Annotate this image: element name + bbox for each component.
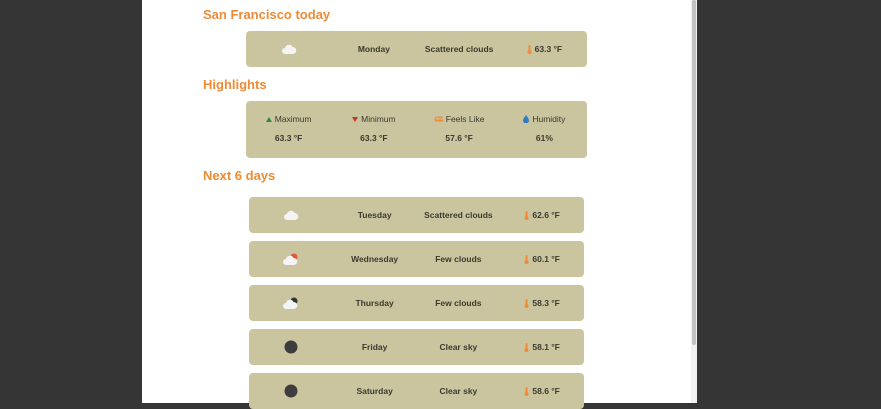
highlights-heading: Highlights <box>203 77 267 92</box>
highlight-humidity: Humidity 61% <box>502 101 587 158</box>
droplet-icon <box>523 115 530 123</box>
forecast-icon <box>249 285 333 321</box>
forecast-temp: 58.6 °F <box>500 373 584 409</box>
thermometer-icon <box>524 298 529 308</box>
thermometer-icon <box>524 342 529 352</box>
forecast-day: Tuesday <box>357 210 392 220</box>
forecast-day: Thursday <box>355 298 394 308</box>
highlight-label: Humidity <box>532 114 566 124</box>
thermometer-icon <box>524 210 529 220</box>
today-weather-icon <box>246 31 331 67</box>
forecast-icon <box>249 241 333 277</box>
page-scrollbar[interactable] <box>691 0 697 403</box>
forecast-day: Friday <box>361 342 388 352</box>
forecast-description: Few clouds <box>435 298 482 308</box>
today-description: Scattered clouds <box>424 44 494 54</box>
triangle-up-icon <box>265 116 272 122</box>
forecast-description: Clear sky <box>439 342 478 352</box>
cloud-sun-icon <box>283 253 298 265</box>
today-temp-value: 63.3 °F <box>534 44 563 54</box>
forecast-temp: 60.1 °F <box>500 241 584 277</box>
weather-page: San Francisco today Monday Scattered clo… <box>142 0 691 409</box>
forecast-heading: Next 6 days <box>203 168 276 183</box>
moon-icon <box>284 340 298 354</box>
forecast-description: Scattered clouds <box>424 210 493 220</box>
forecast-temp: 58.1 °F <box>500 329 584 365</box>
highlight-value: 63.3 °F <box>274 133 303 143</box>
forecast-row: Thursday Few clouds 58.3 °F <box>249 285 584 321</box>
today-heading: San Francisco today <box>203 7 331 22</box>
forecast-description: Few clouds <box>435 254 482 264</box>
thermometer-icon <box>527 44 532 54</box>
highlight-maximum: Maximum 63.3 °F <box>246 101 331 158</box>
forecast-description: Clear sky <box>439 386 478 396</box>
forecast-temp: 62.6 °F <box>500 197 584 233</box>
highlight-label: Feels Like <box>445 114 485 124</box>
forecast-temp-value: 62.6 °F <box>532 210 560 220</box>
forecast-row: Tuesday Scattered clouds 62.6 °F <box>249 197 584 233</box>
highlight-label: Minimum <box>361 114 396 124</box>
cloud-icon <box>283 210 299 220</box>
thermometer-icon <box>524 386 529 396</box>
forecast-icon <box>249 197 333 233</box>
highlight-value: 63.3 °F <box>360 133 388 143</box>
thermometer-icon <box>524 254 529 264</box>
forecast-row: Wednesday Few clouds 60.1 °F <box>249 241 584 277</box>
highlight-value: 57.6 °F <box>445 133 473 143</box>
today-card: Monday Scattered clouds 63.3 °F <box>246 31 587 67</box>
cloud-icon <box>281 44 296 54</box>
highlight-label: Maximum <box>274 114 312 124</box>
forecast-temp-value: 60.1 °F <box>532 254 560 264</box>
triangle-down-icon <box>352 116 359 122</box>
moon-icon <box>284 384 298 398</box>
hand-icon <box>434 116 443 122</box>
forecast-temp-value: 58.1 °F <box>532 342 560 352</box>
forecast-icon <box>249 373 333 409</box>
cloud-moon-icon <box>283 297 298 309</box>
scrollbar-thumb[interactable] <box>692 0 696 345</box>
forecast-icon <box>249 329 333 365</box>
highlight-feels-like: Feels Like 57.6 °F <box>417 101 502 158</box>
highlight-minimum: Minimum 63.3 °F <box>331 101 416 158</box>
forecast-day: Saturday <box>356 386 393 396</box>
highlights-card: Maximum 63.3 °F Minimum 63.3 °F Feels Li… <box>246 101 587 158</box>
forecast-temp-value: 58.3 °F <box>532 298 560 308</box>
today-day: Monday <box>357 44 390 54</box>
today-temp: 63.3 °F <box>502 31 587 67</box>
forecast-temp: 58.3 °F <box>500 285 584 321</box>
forecast-row: Saturday Clear sky 58.6 °F <box>249 373 584 409</box>
forecast-temp-value: 58.6 °F <box>532 386 560 396</box>
forecast-row: Friday Clear sky 58.1 °F <box>249 329 584 365</box>
highlight-value: 61% <box>535 133 553 143</box>
forecast-day: Wednesday <box>351 254 399 264</box>
